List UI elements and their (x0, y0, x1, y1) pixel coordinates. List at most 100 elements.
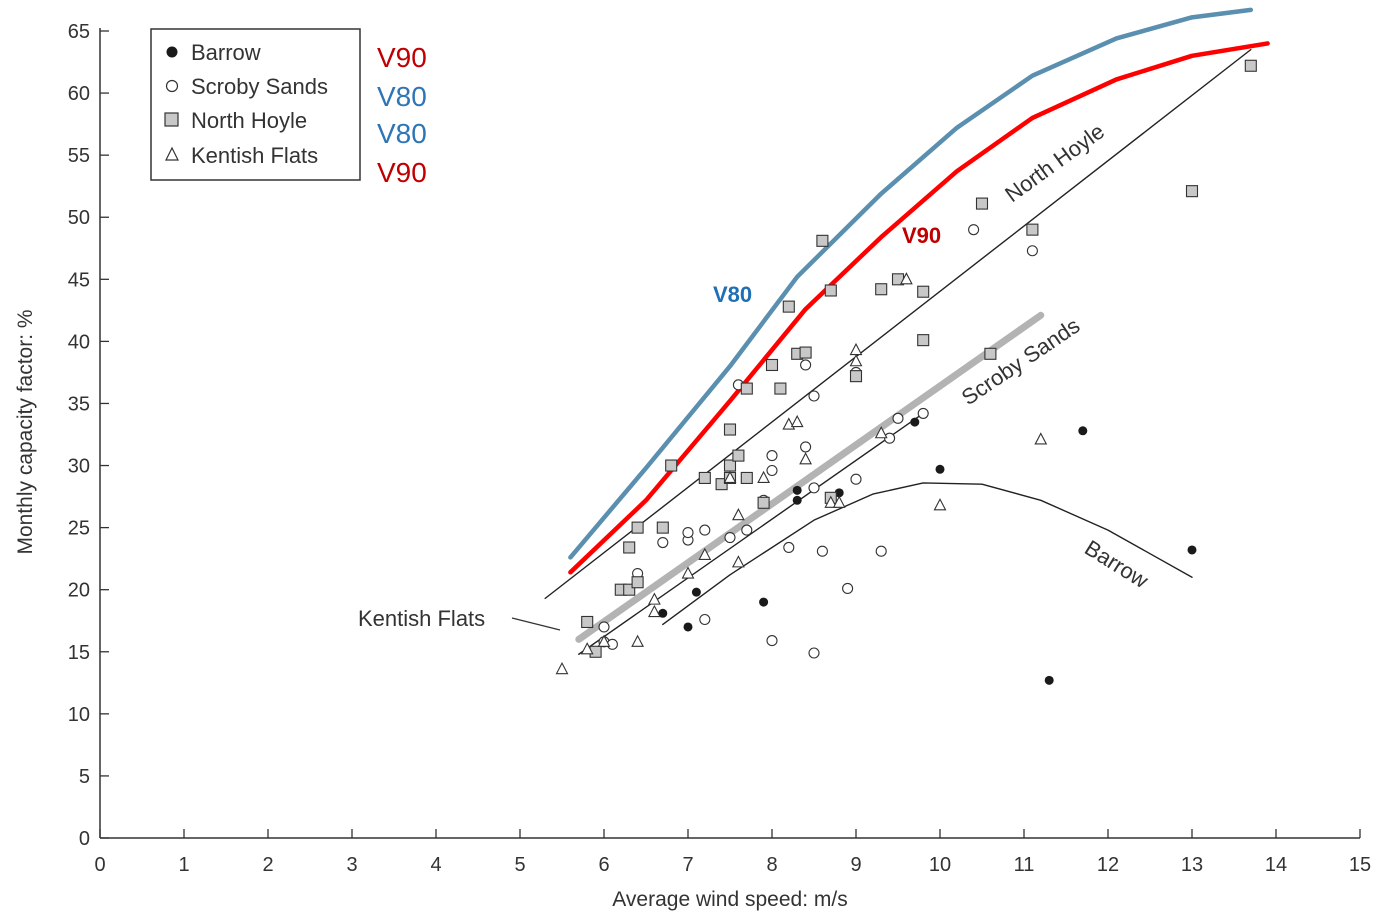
point-scroby-sands (800, 359, 812, 371)
point-north-hoyle (740, 471, 753, 485)
x-tick-label: 4 (430, 854, 441, 876)
point-north-hoyle (816, 234, 829, 247)
point-north-hoyle (757, 496, 770, 509)
point-north-hoyle (917, 285, 930, 298)
point-barrow (691, 587, 701, 597)
point-kentish-flats (681, 566, 695, 579)
point-north-hoyle (715, 478, 728, 491)
point-kentish-flats (698, 547, 712, 560)
point-scroby-sands (800, 441, 812, 453)
point-kentish-flats (555, 661, 569, 675)
y-tick-label: 35 (68, 393, 90, 415)
point-barrow (935, 464, 945, 474)
x-tick-label: 3 (346, 854, 357, 876)
point-kentish-flats (849, 342, 863, 356)
y-tick-label: 15 (68, 642, 90, 664)
point-kentish-flats (832, 495, 846, 508)
point-north-hoyle (698, 471, 711, 485)
x-tick-label: 15 (1349, 854, 1371, 876)
fit-line-scroby-sands (575, 311, 1045, 643)
point-north-hoyle (824, 284, 837, 297)
point-scroby-sands (850, 473, 862, 485)
point-north-hoyle (631, 576, 644, 589)
point-scroby-sands (816, 545, 828, 557)
point-scroby-sands (657, 536, 669, 549)
x-tick-label: 2 (262, 854, 273, 876)
point-barrow (658, 608, 668, 618)
point-barrow (1044, 675, 1054, 685)
point-scroby-sands (699, 524, 711, 536)
fit-lines (544, 48, 1252, 655)
point-kentish-flats (790, 414, 804, 428)
legend-turbine-north-hoyle: V80 (377, 118, 427, 149)
point-kentish-flats (824, 495, 838, 508)
power-curves (568, 7, 1270, 575)
point-scroby-sands (808, 647, 820, 659)
point-kentish-flats (647, 592, 661, 605)
point-north-hoyle (875, 283, 888, 296)
point-kentish-flats (580, 642, 594, 655)
legend-marker-barrow (166, 46, 178, 58)
x-tick-label: 0 (94, 854, 105, 876)
y-tick-label: 40 (68, 331, 90, 353)
y-tick-label: 20 (68, 580, 90, 602)
point-kentish-flats (1034, 432, 1048, 445)
point-scroby-sands (682, 527, 694, 539)
point-north-hoyle (975, 197, 989, 210)
x-tick-label: 11 (1014, 854, 1035, 876)
point-north-hoyle (917, 334, 930, 347)
x-tick-label: 7 (682, 854, 693, 876)
y-tick-label: 10 (68, 704, 90, 726)
legend: Barrow Scroby Sands North Hoyle Kentish … (150, 28, 427, 188)
x-tick-label: 12 (1097, 854, 1119, 876)
x-ticks: 0 1 2 3 4 5 6 7 8 9 10 11 12 13 14 15 (94, 829, 1371, 876)
legend-label-barrow: Barrow (191, 40, 261, 65)
axes (99, 28, 1360, 839)
point-scroby-sands (892, 412, 904, 424)
barrow-label: Barrow (1080, 535, 1152, 593)
x-tick-label: 8 (766, 854, 777, 876)
data-points (555, 59, 1257, 685)
y-tick-label: 55 (68, 145, 90, 167)
legend-turbine-kentish-flats: V90 (377, 157, 427, 188)
y-tick-label: 50 (68, 207, 90, 229)
legend-turbine-barrow: V90 (377, 42, 427, 73)
point-barrow (1078, 426, 1088, 436)
legend-label-kentish-flats: Kentish Flats (191, 143, 318, 168)
y-tick-label: 60 (68, 83, 90, 105)
x-tick-label: 5 (514, 854, 525, 876)
x-tick-label: 14 (1265, 854, 1287, 876)
legend-box (150, 28, 361, 181)
y-tick-label: 0 (79, 828, 90, 850)
x-tick-label: 6 (598, 854, 609, 876)
fit-line-barrow (662, 482, 1193, 626)
point-scroby-sands (766, 450, 778, 462)
point-north-hoyle (849, 370, 863, 383)
legend-turbine-scroby-sands: V80 (377, 81, 427, 112)
x-tick-label: 13 (1181, 854, 1203, 876)
point-north-hoyle (799, 346, 812, 359)
y-tick-label: 65 (68, 21, 90, 43)
point-kentish-flats (933, 498, 947, 511)
point-north-hoyle (765, 358, 779, 372)
legend-marker-north-hoyle (164, 112, 179, 127)
x-tick-label: 10 (929, 854, 951, 876)
point-north-hoyle (623, 541, 636, 554)
legend-label-scroby-sands: Scroby Sands (191, 74, 328, 99)
point-kentish-flats (899, 272, 913, 285)
point-barrow (792, 485, 802, 495)
point-north-hoyle (665, 459, 678, 472)
x-tick-label: 9 (850, 854, 861, 876)
point-north-hoyle (623, 583, 636, 596)
v80-curve-tag: V80 (713, 282, 752, 307)
point-barrow (910, 417, 920, 427)
point-north-hoyle (581, 615, 594, 629)
point-north-hoyle (723, 423, 737, 436)
point-north-hoyle (723, 459, 737, 472)
point-scroby-sands (741, 524, 753, 536)
x-axis-title: Average wind speed: m/s (612, 888, 847, 911)
point-scroby-sands (1026, 245, 1038, 257)
point-north-hoyle (656, 521, 669, 534)
y-axis-title: Monthly capacity factor: % (14, 309, 37, 554)
